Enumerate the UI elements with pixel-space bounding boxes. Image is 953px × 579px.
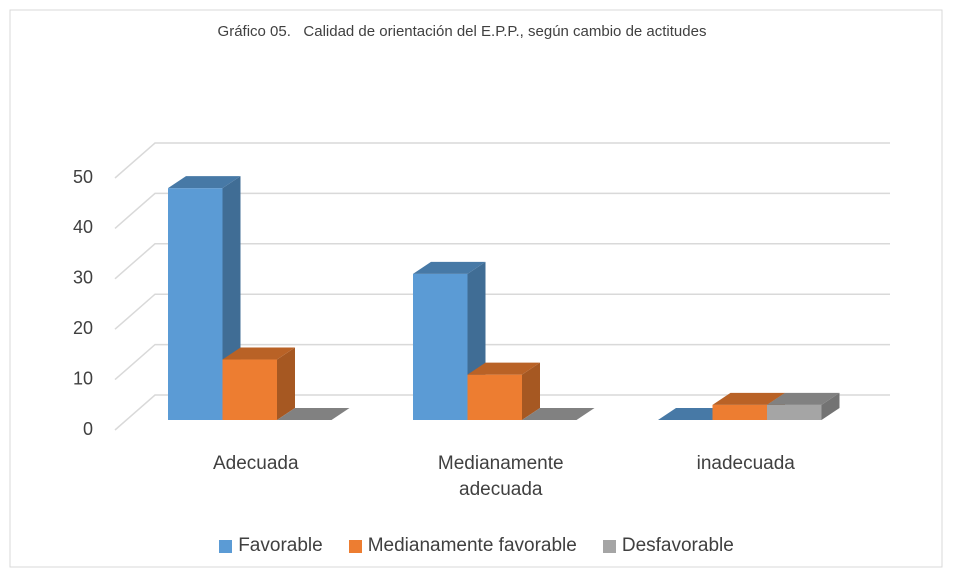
y-tick-label: 0 bbox=[83, 419, 93, 439]
bar-top bbox=[168, 176, 241, 189]
x-tick-label: inadecuada bbox=[696, 453, 795, 474]
bar bbox=[767, 392, 840, 420]
legend-swatch bbox=[602, 539, 616, 553]
bar bbox=[277, 408, 350, 420]
grid-line bbox=[114, 142, 890, 179]
grid-line bbox=[114, 394, 890, 431]
legend-label: Favorable bbox=[238, 535, 323, 556]
grid-line bbox=[114, 243, 890, 280]
grid-line bbox=[114, 343, 890, 381]
x-tick-label: Adecuada bbox=[212, 453, 299, 474]
bar-front bbox=[168, 188, 223, 420]
y-tick-label: 10 bbox=[73, 368, 93, 388]
legend: Favorable Medianamente favorable Desfavora… bbox=[0, 535, 953, 557]
bar-top bbox=[658, 408, 731, 420]
chart-border bbox=[9, 9, 943, 568]
bar-top bbox=[222, 347, 295, 360]
bar-front bbox=[222, 359, 277, 420]
grid-line bbox=[114, 192, 890, 229]
bar-side bbox=[277, 347, 295, 420]
bar-top bbox=[767, 392, 840, 405]
bar-front bbox=[767, 404, 822, 420]
bar-top bbox=[413, 261, 486, 274]
bar bbox=[467, 362, 540, 420]
y-tick-label: 30 bbox=[73, 268, 93, 288]
legend-item: Medianamente favorable bbox=[348, 535, 577, 557]
legend-label: Medianamente favorable bbox=[367, 535, 577, 556]
bar bbox=[522, 408, 595, 420]
y-tick-label: 20 bbox=[73, 318, 93, 338]
bar-top bbox=[277, 408, 350, 420]
grid-line bbox=[114, 293, 890, 330]
bar-front bbox=[467, 374, 522, 420]
bar-front bbox=[413, 273, 468, 420]
y-tick-label: 40 bbox=[73, 217, 93, 237]
x-tick-label: Medianamente adecuada bbox=[437, 453, 564, 500]
bar-top bbox=[467, 362, 540, 375]
bar-top bbox=[522, 408, 595, 420]
bar bbox=[658, 408, 731, 420]
legend-item: Favorable bbox=[219, 535, 323, 557]
legend-item: Desfavorable bbox=[602, 535, 734, 557]
bar-side bbox=[821, 392, 840, 420]
legend-label: Desfavorable bbox=[621, 535, 734, 556]
chart-title: Gráfico 05. Calidad de orientación del E… bbox=[218, 23, 707, 40]
legend-swatch bbox=[219, 539, 233, 553]
legend-swatch bbox=[348, 539, 362, 553]
bar-side bbox=[522, 362, 540, 420]
y-tick-label: 50 bbox=[73, 167, 93, 187]
bar bbox=[222, 347, 295, 420]
bar-front bbox=[712, 404, 767, 420]
bar-top bbox=[712, 392, 785, 405]
bar bbox=[413, 261, 486, 420]
